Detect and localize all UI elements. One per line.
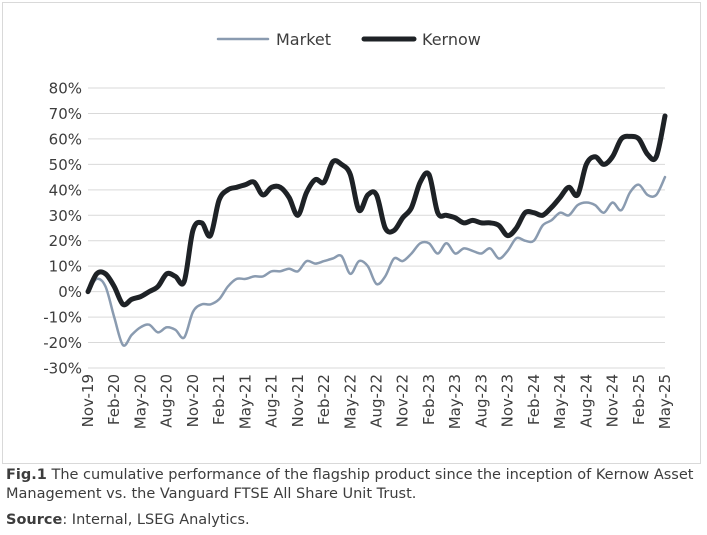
line-chart: Market Kernow 80% 70% 60% 50% 40% 30% 20% 10% 0% -… — [43, 30, 674, 429]
y-tick-label: 10% — [49, 258, 82, 276]
x-tick-label: Feb-20 — [105, 374, 123, 425]
x-tick-label: May-21 — [236, 374, 254, 429]
legend-label-market: Market — [276, 30, 331, 49]
legend-label-kernow: Kernow — [422, 30, 481, 49]
x-tick-label: Feb-24 — [525, 374, 543, 425]
figure-caption: Fig.1 The cumulative performance of the … — [6, 466, 696, 504]
y-tick-label: -30% — [43, 360, 82, 378]
y-tick-label: 40% — [49, 181, 82, 199]
caption-label: Fig.1 — [6, 467, 47, 483]
x-tick-label: Aug-22 — [368, 374, 386, 428]
x-tick-label: May-20 — [131, 374, 149, 429]
y-tick-label: 20% — [49, 232, 82, 250]
x-tick-label: Nov-22 — [394, 374, 412, 427]
x-tick-label: May-24 — [551, 374, 569, 429]
x-tick-label: Aug-20 — [158, 374, 176, 428]
gridlines — [88, 87, 665, 369]
x-tick-label: Aug-24 — [577, 374, 595, 428]
source-note: Source: Internal, LSEG Analytics. — [6, 512, 696, 528]
x-tick-label: Feb-21 — [210, 374, 228, 425]
x-tick-label: Nov-23 — [499, 374, 517, 427]
y-tick-label: 60% — [49, 130, 82, 148]
y-tick-label: 30% — [49, 207, 82, 225]
y-tick-label: -10% — [43, 309, 82, 327]
source-label: Source — [6, 512, 63, 528]
x-tick-label: Aug-21 — [263, 374, 281, 428]
x-tick-label: May-23 — [446, 374, 464, 429]
x-tick-label: Feb-23 — [420, 374, 438, 425]
caption-text: The cumulative performance of the flagsh… — [6, 467, 694, 502]
x-tick-label: Aug-23 — [472, 374, 490, 428]
y-axis-ticks: 80% 70% 60% 50% 40% 30% 20% 10% 0% -10% -20% -30% — [43, 80, 82, 378]
x-tick-label: Nov-20 — [184, 374, 202, 427]
x-tick-label: May-22 — [341, 374, 359, 429]
series-line-kernow — [85, 113, 668, 308]
series-lines — [85, 113, 668, 347]
series-line-market — [86, 175, 667, 347]
x-tick-label: May-25 — [656, 374, 674, 429]
legend: Market Kernow — [216, 30, 481, 49]
y-tick-label: 0% — [58, 283, 82, 301]
chart-frame — [2, 2, 701, 464]
y-tick-label: 50% — [49, 156, 82, 174]
x-axis-ticks: Nov-19 Feb-20 May-20 Aug-20 Nov-20 Feb-21 May-… — [79, 374, 674, 429]
y-tick-label: 80% — [49, 80, 82, 98]
x-tick-label: Feb-25 — [630, 374, 648, 425]
x-tick-label: Nov-21 — [289, 374, 307, 427]
x-tick-label: Nov-24 — [604, 374, 622, 427]
y-tick-label: 70% — [49, 105, 82, 123]
x-tick-label: Nov-19 — [79, 374, 97, 427]
source-text: : Internal, LSEG Analytics. — [62, 512, 250, 528]
y-tick-label: -20% — [43, 334, 82, 352]
x-tick-label: Feb-22 — [315, 374, 333, 425]
